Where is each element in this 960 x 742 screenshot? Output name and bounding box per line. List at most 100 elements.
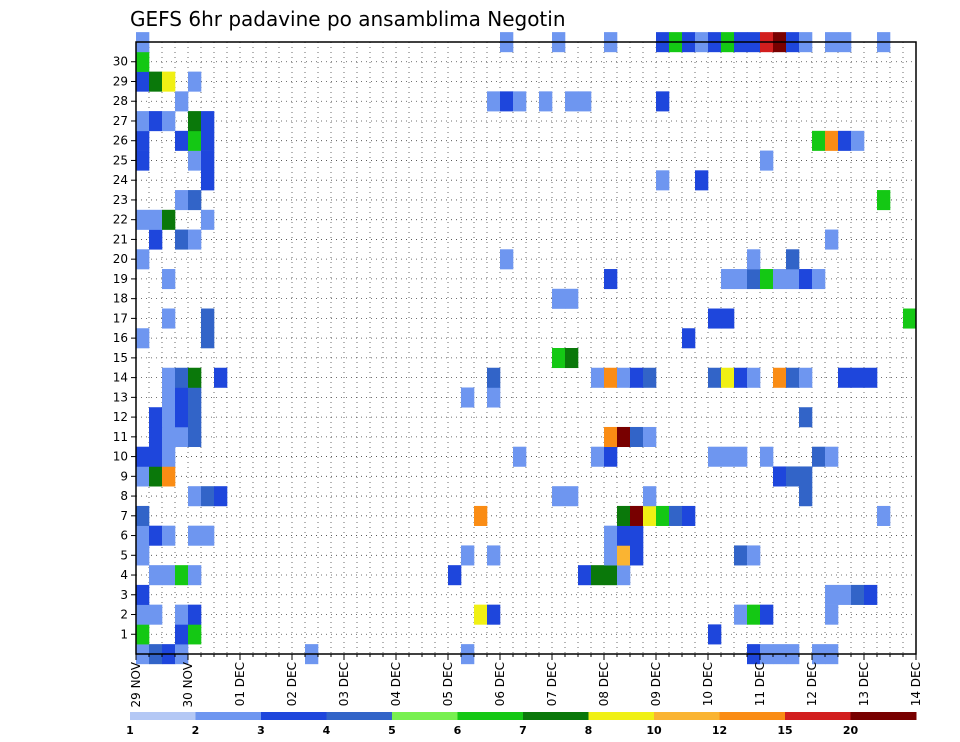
y-tick-label: 5 [120,548,128,562]
heatmap-cell [188,387,202,408]
heatmap-cell [617,525,631,546]
heatmap-cell [149,565,163,586]
x-tick-label: 01 DEC [233,662,247,706]
heatmap-cell [864,367,878,388]
legend-label: 10 [646,724,662,737]
heatmap-cell [136,525,150,546]
heatmap-cell [604,426,618,448]
heatmap-cell [617,367,631,388]
heatmap-cell [149,426,163,448]
heatmap-cell [656,91,670,112]
y-tick-label: 17 [113,311,128,325]
legend-swatch [392,712,458,720]
legend-swatch [457,712,524,720]
heatmap-cell [136,71,150,92]
heatmap-cell [474,604,488,625]
heatmap-cell [201,525,215,546]
y-tick-label: 6 [120,529,128,543]
heatmap-cell [682,328,696,349]
heatmap-cell [708,446,722,467]
legend-label: 3 [257,724,265,737]
heatmap-cell [643,426,657,448]
heatmap-cell [903,308,917,329]
heatmap-cell [643,486,657,507]
legend-label: 12 [712,724,727,737]
legend-swatch [195,712,262,720]
heatmap-cell [591,367,605,388]
heatmap-cell [825,130,839,151]
heatmap-cell [734,269,748,290]
heatmap-cell [786,249,800,270]
heatmap-cell [565,348,579,369]
heatmap-cell [175,407,189,428]
heatmap-cell [175,229,189,250]
x-tick-label: 04 DEC [389,662,403,706]
y-tick-label: 14 [113,371,128,385]
heatmap-cell [643,505,657,526]
heatmap-cell [162,387,176,408]
y-tick-label: 1 [120,627,128,641]
heatmap-cell [201,111,215,132]
legend-swatch [523,712,589,720]
heatmap-cell [604,367,618,388]
heatmap-cell [708,367,722,388]
heatmap-cell [565,288,579,309]
heatmap-cell [175,624,189,645]
heatmap-cell [591,446,605,467]
heatmap-cell [760,604,774,625]
y-tick-label: 13 [113,390,128,404]
heatmap-cell [136,505,150,526]
heatmap-cell [708,624,722,645]
heatmap-cell [201,150,215,171]
heatmap-cell [136,249,150,270]
x-tick-label: 10 DEC [701,662,715,706]
heatmap-cell [773,466,787,487]
heatmap-cell [786,269,800,290]
heatmap-cell [149,604,163,625]
x-tick-label: 11 DEC [753,662,767,706]
heatmap-cell [474,505,488,526]
y-tick-label: 19 [113,272,128,286]
heatmap-cell [734,545,748,566]
y-tick-label: 4 [120,568,128,582]
y-tick-label: 24 [113,173,128,187]
y-tick-label: 2 [120,608,128,622]
heatmap-cell [565,486,579,507]
legend-swatch [654,712,720,720]
heatmap-cell [760,269,774,290]
heatmap-cell [773,367,787,388]
y-tick-label: 10 [113,450,128,464]
heatmap-cell [630,367,644,388]
x-tick-label: 14 DEC [909,662,923,706]
heatmap-cell [721,446,735,467]
heatmap-cell [721,269,735,290]
legend-label: 8 [585,724,593,737]
heatmap-cell [604,269,618,290]
y-tick-label: 20 [113,252,128,266]
heatmap-cell [552,486,566,507]
heatmap-cell [162,367,176,388]
heatmap-cell [812,269,826,290]
heatmap-cell [630,426,644,448]
heatmap-cell [721,367,735,388]
heatmap-cell [162,466,176,487]
heatmap-cell [734,367,748,388]
heatmap-cell [149,446,163,467]
y-tick-label: 25 [113,153,128,167]
heatmap-cell [630,505,644,526]
legend-swatch [719,712,786,720]
heatmap-cell [188,486,202,507]
heatmap-cell [630,545,644,566]
heatmap-cell [162,426,176,448]
heatmap-cell [136,466,150,487]
heatmap-cell [136,328,150,349]
y-tick-label: 23 [113,193,128,207]
heatmap-cell [149,229,163,250]
heatmap-cell [513,91,527,112]
x-tick-label: 30 NOV [181,661,195,707]
heatmap-cell [513,446,527,467]
color-legend: 1 2 3 4 5 6 7 8 10 12 15 20 [126,712,917,737]
heatmap-cell [565,91,579,112]
heatmap-cell [812,446,826,467]
x-tick-label: 02 DEC [285,662,299,706]
